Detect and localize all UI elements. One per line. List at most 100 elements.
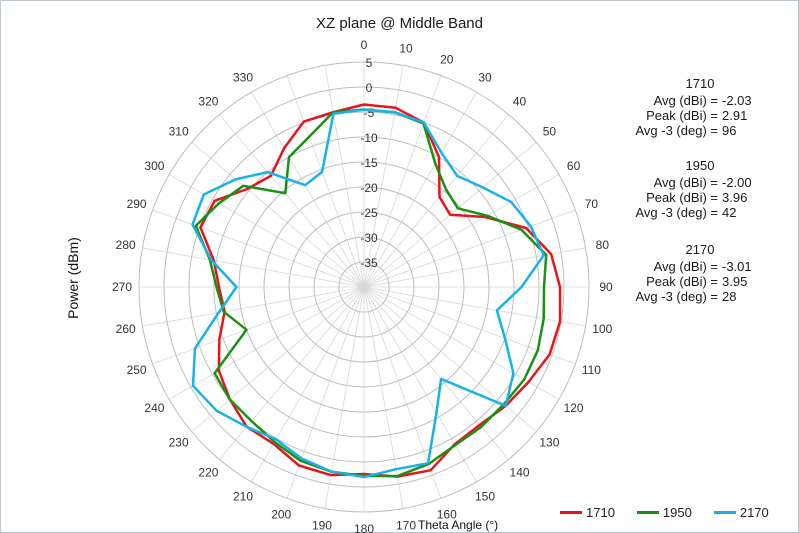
angular-gridline <box>152 209 365 288</box>
legend-label: 1950 <box>662 505 692 520</box>
angle-tick-label: 240 <box>144 401 164 415</box>
angular-gridline <box>168 174 365 288</box>
radial-gridline <box>188 111 540 463</box>
radial-tick-label: -30 <box>360 231 378 245</box>
angle-tick-label: 110 <box>582 363 601 377</box>
angular-gridline <box>363 286 537 432</box>
angle-tick-label: 230 <box>169 436 189 450</box>
radial-gridline <box>313 236 415 338</box>
angle-tick-label: 300 <box>144 159 164 173</box>
angular-gridline <box>363 286 560 400</box>
stats-title: 1950 <box>685 158 715 173</box>
angle-tick-label: 180 <box>354 522 374 533</box>
angular-gridline <box>142 247 365 288</box>
angle-tick-label: 190 <box>312 518 332 532</box>
legend-item-1950: 1950 <box>636 505 692 520</box>
stats-avg-value: -3.01 <box>722 259 752 274</box>
angle-axis-label: Theta Angle (°) <box>418 518 499 532</box>
angle-tick-label: 150 <box>475 490 495 504</box>
stats-avg3-value: 28 <box>722 289 737 304</box>
stats-title: 2170 <box>685 242 715 257</box>
angle-tick-label: 130 <box>539 436 559 450</box>
angular-gridline <box>191 286 365 432</box>
stats-block-1710: 1710 Avg (dBi) = -2.03 Peak (dBi) = 2.91 A… <box>620 76 760 138</box>
radial-tick-label: -5 <box>364 106 375 120</box>
radial-tick-label: -20 <box>360 181 378 195</box>
radial-tick-label: 5 <box>366 56 373 70</box>
angular-gridline <box>286 75 365 288</box>
angular-gridline <box>363 286 509 460</box>
stats-block-1950: 1950 Avg (dBi) = -2.00 Peak (dBi) = 3.96 A… <box>620 158 760 220</box>
radial-gridline <box>163 86 565 488</box>
legend-label: 2170 <box>739 505 769 520</box>
stats-avg-value: -2.00 <box>722 175 752 190</box>
angle-tick-label: 210 <box>233 490 253 504</box>
angle-tick-label: 270 <box>112 280 132 294</box>
angular-gridline <box>363 286 576 365</box>
radial-tick-label: 0 <box>366 81 373 95</box>
legend-swatch <box>560 511 582 514</box>
angle-tick-label: 140 <box>510 465 530 479</box>
angular-gridline <box>363 286 586 327</box>
stats-peak-label: Peak (dBi) = <box>646 108 718 123</box>
stats-peak-value: 2.91 <box>722 108 748 123</box>
stats-avg-label: Avg (dBi) = <box>653 175 718 190</box>
stats-title: 1710 <box>685 76 715 91</box>
radial-tick-label: -35 <box>360 256 378 270</box>
legend-item-2170: 2170 <box>713 505 769 520</box>
angular-gridline <box>152 286 365 365</box>
angular-gridline <box>168 286 365 400</box>
stats-avg3-label: Avg -3 (deg) = <box>635 123 718 138</box>
legend-item-1710: 1710 <box>560 505 615 520</box>
angular-gridline <box>363 247 586 288</box>
series-line-2170 <box>191 108 545 479</box>
angular-gridline <box>191 142 365 288</box>
angular-gridline <box>286 286 365 499</box>
angle-tick-label: 50 <box>543 124 557 138</box>
angular-gridline <box>142 286 365 327</box>
stats-avg-label: Avg (dBi) = <box>653 93 718 108</box>
stats-avg3-label: Avg -3 (deg) = <box>635 289 718 304</box>
angle-tick-label: 80 <box>596 238 610 252</box>
angular-gridline <box>324 65 365 288</box>
angle-tick-label: 220 <box>198 465 218 479</box>
angle-tick-label: 200 <box>271 507 291 521</box>
angle-tick-label: 260 <box>116 322 136 336</box>
angle-tick-label: 330 <box>233 70 253 84</box>
angle-tick-label: 70 <box>585 197 599 211</box>
angular-gridline <box>363 91 477 288</box>
angular-gridline <box>363 114 509 288</box>
stats-avg-value: -2.03 <box>722 93 752 108</box>
radial-tick-label: -10 <box>360 131 378 145</box>
angle-tick-label: 310 <box>169 124 189 138</box>
angle-tick-label: 280 <box>116 238 136 252</box>
stats-block-2170: 2170 Avg (dBi) = -3.01 Peak (dBi) = 3.95 A… <box>620 242 760 304</box>
angle-tick-label: 60 <box>567 159 581 173</box>
series-line-1710 <box>199 103 562 478</box>
angular-gridline <box>251 91 365 288</box>
radial-tick-label: -25 <box>360 206 378 220</box>
angle-tick-label: 290 <box>127 197 147 211</box>
angle-tick-label: 170 <box>396 518 416 532</box>
radial-gridline <box>338 261 390 313</box>
angle-tick-label: 160 <box>437 507 457 521</box>
angle-tick-label: 0 <box>361 38 368 52</box>
legend: 1710 1950 2170 <box>560 505 791 520</box>
angular-gridline <box>219 286 365 460</box>
radial-gridline <box>238 161 490 413</box>
angle-tick-label: 10 <box>399 42 413 56</box>
angle-tick-label: 320 <box>198 95 218 109</box>
stats-peak-value: 3.95 <box>722 274 748 289</box>
angular-gridline <box>251 286 365 483</box>
stats-avg3-value: 42 <box>722 205 737 220</box>
legend-swatch <box>636 511 659 514</box>
legend-label: 1710 <box>586 505 615 520</box>
angular-gridline <box>363 209 576 288</box>
angular-gridline <box>363 75 442 288</box>
angular-gridline <box>363 65 404 288</box>
radial-gridline <box>263 186 465 388</box>
stats-peak-value: 3.96 <box>722 190 748 205</box>
angle-tick-label: 90 <box>599 280 613 294</box>
angular-gridline <box>363 286 404 509</box>
stats-avg-label: Avg (dBi) = <box>653 259 718 274</box>
